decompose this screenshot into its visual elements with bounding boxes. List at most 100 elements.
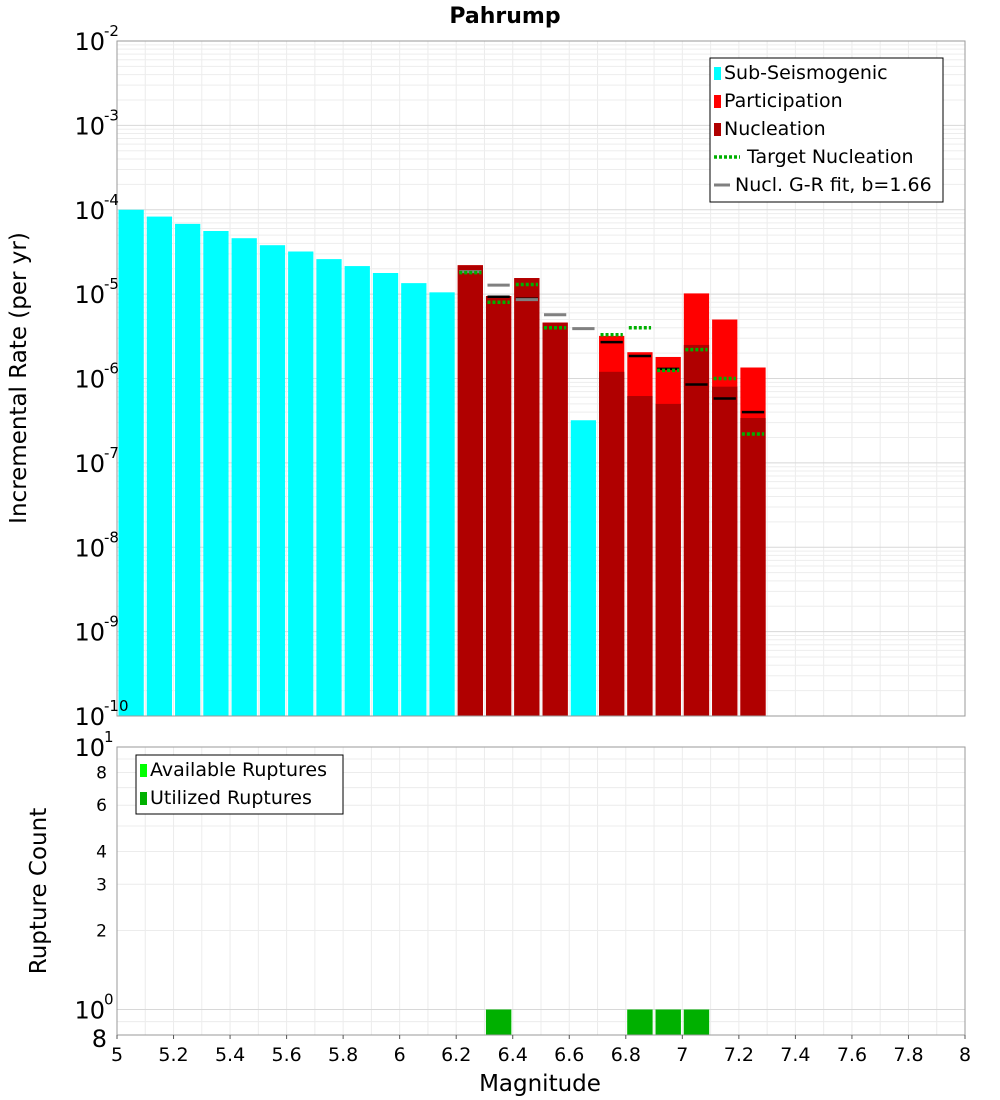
y-tick-label: 10 -7: [74, 444, 119, 478]
x-tick-label: 7.8: [893, 1044, 923, 1066]
legend-item: Sub-Seismogenic: [714, 62, 888, 84]
nucleation-bar: [485, 296, 512, 716]
y-tick-base: 10: [74, 112, 105, 140]
legend-item: Nucleation: [714, 118, 826, 140]
sub-seismogenic-bar: [570, 420, 597, 716]
y-tick-label: 10 0: [74, 991, 113, 1025]
x-tick-label: 7: [676, 1044, 688, 1066]
y-tick-label: 10 -9: [74, 613, 119, 647]
utilized-ruptures-bar: [683, 1009, 710, 1035]
y-tick-base: 10: [74, 534, 105, 562]
y-tick-label: 10 1: [74, 728, 113, 762]
y-tick-exponent: -6: [104, 360, 119, 378]
rupture-count-plot-grid: [116, 746, 966, 1036]
y-tick-base: 10: [74, 28, 105, 56]
legend-label: Nucl. G-R fit, b=1.66: [735, 174, 932, 196]
legend-item: Available Ruptures: [140, 759, 327, 781]
legend-item: Participation: [714, 90, 843, 112]
legend-box: [709, 57, 944, 203]
x-tick-label: 7.6: [837, 1044, 867, 1066]
y-tick-exponent: -5: [104, 275, 119, 293]
y-minor-tick-label: 4: [96, 842, 107, 862]
y-tick-base: 10: [74, 450, 105, 478]
y-tick-exponent: -3: [104, 106, 119, 124]
y-tick-exponent: -7: [104, 444, 119, 462]
y-minor-tick-label: 3: [96, 875, 107, 895]
y-tick-label: 10 -4: [74, 191, 119, 225]
sub-seismogenic-bar: [175, 223, 201, 716]
legend-swatch: [140, 792, 147, 805]
x-tick-label: 6.8: [611, 1044, 641, 1066]
sub-seismogenic-bar: [344, 266, 370, 716]
nucleation-bar: [712, 386, 738, 716]
sub-seismogenic-bar: [259, 245, 286, 717]
y-tick-exponent: -10: [104, 697, 129, 715]
x-axis-title: Magnitude: [479, 1071, 601, 1097]
nucleation-bar: [655, 403, 681, 716]
y-tick-base: 10: [74, 997, 105, 1025]
y-tick-exponent: -2: [104, 22, 119, 40]
legend-swatch: [140, 764, 147, 777]
legend-label: Sub-Seismogenic: [724, 62, 888, 84]
y-tick-base: 10: [74, 619, 105, 647]
y-tick-exponent: -9: [104, 613, 119, 631]
sub-seismogenic-bar: [231, 238, 257, 716]
nucleation-bar: [683, 344, 710, 716]
legend-swatch: [714, 95, 721, 108]
sub-seismogenic-bar: [372, 272, 399, 716]
y-tick-label: 10 -5: [74, 275, 119, 309]
x-tick-label: 5.2: [158, 1044, 188, 1066]
top-y-axis-title: Incremental Rate (per yr): [6, 232, 32, 524]
x-tick-label: 6.2: [441, 1044, 471, 1066]
y-tick-base: 10: [74, 366, 105, 394]
legend-swatch: [714, 123, 721, 136]
rupture-count-plot-frame: [116, 746, 966, 1036]
y-tick-exponent: -8: [104, 528, 119, 546]
x-tick-label: 5.4: [215, 1044, 245, 1066]
sub-seismogenic-bar: [401, 283, 427, 716]
sub-seismogenic-bar: [288, 251, 314, 716]
legend-box: [135, 754, 344, 815]
nucleation-bar: [740, 418, 766, 716]
rupture-count-plot-marks: [485, 1009, 710, 1035]
sub-seismogenic-bar: [316, 259, 342, 716]
y-tick-exponent: 0: [104, 991, 114, 1009]
nucleation-bar: [599, 371, 625, 716]
y-tick-base: 10: [74, 703, 105, 731]
sub-seismogenic-bar: [203, 230, 229, 716]
rate-plot-legend: Sub-Seismogenic Participation Nucleation Ta…: [709, 57, 944, 203]
chart-title: Pahrump: [449, 4, 560, 29]
y-tick-base: 10: [74, 734, 105, 762]
utilized-ruptures-bar: [655, 1009, 681, 1035]
legend-item: Target Nucleation: [714, 146, 914, 168]
y-minor-tick-label: 8: [96, 763, 107, 783]
sub-seismogenic-bar: [146, 216, 173, 716]
legend-label: Target Nucleation: [746, 146, 914, 168]
y-tick-exponent: 1: [104, 728, 114, 746]
y-tick-label: 10 -10: [74, 697, 128, 731]
x-tick-label: 6.4: [498, 1044, 528, 1066]
x-tick-label: 5.8: [328, 1044, 358, 1066]
nucleation-bar: [542, 322, 568, 716]
x-tick-label: 5: [111, 1044, 123, 1066]
x-tick-label: 7.2: [724, 1044, 754, 1066]
legend-item: Utilized Ruptures: [140, 787, 312, 809]
y-tick-label: 10 -3: [74, 106, 119, 140]
y-tick-exponent: -4: [104, 191, 119, 209]
legend-label: Participation: [724, 90, 843, 112]
y-tick-base: 10: [74, 281, 105, 309]
utilized-ruptures-bar: [485, 1009, 512, 1035]
legend-swatch: [714, 67, 721, 80]
y-tick-label: 10 -2: [74, 22, 119, 56]
y-minor-tick-label: 8: [92, 1025, 107, 1053]
utilized-ruptures-bar: [627, 1009, 653, 1035]
rupture-count-plot-legend: Available Ruptures Utilized Ruptures: [135, 754, 344, 815]
x-tick-label: 6.6: [554, 1044, 584, 1066]
bottom-y-axis-title: Rupture Count: [26, 808, 52, 974]
y-tick-base: 10: [74, 197, 105, 225]
